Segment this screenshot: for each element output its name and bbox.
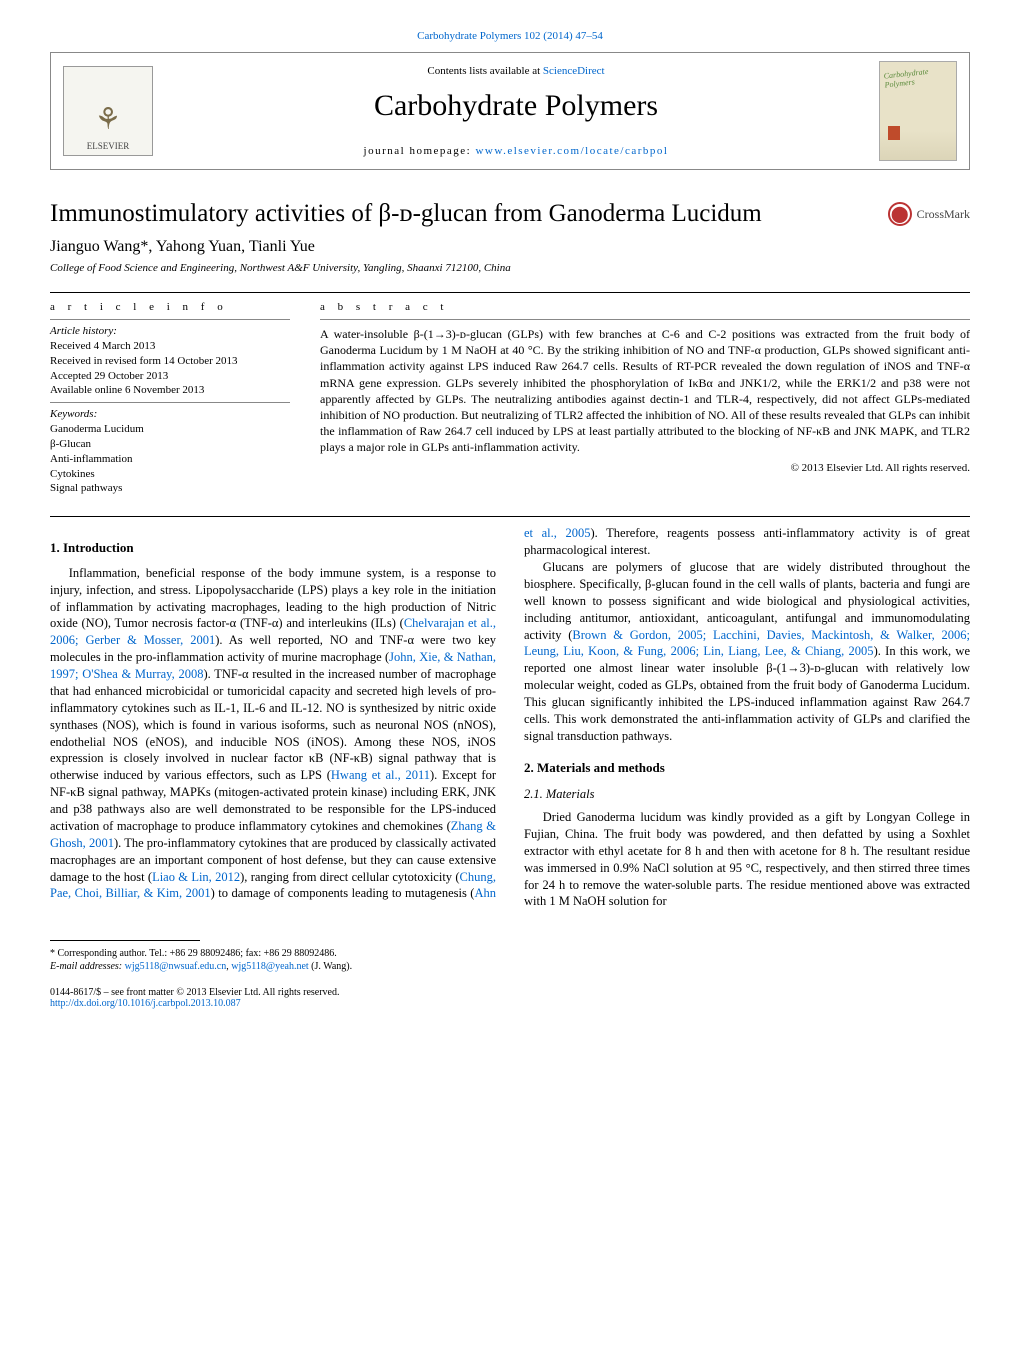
abstract: a b s t r a c t A water-insoluble β-(1→3… — [320, 301, 970, 496]
body-text: ranging from direct cellular cytotoxicit… — [251, 870, 460, 884]
divider — [50, 319, 290, 320]
citation-link[interactable]: Liao & Lin, 2012 — [152, 870, 240, 884]
journal-cover[interactable]: Carbohydrate Polymers — [879, 61, 957, 161]
article-info: a r t i c l e i n f o Article history: R… — [50, 301, 290, 496]
journal-header: ⚘ ELSEVIER Contents lists available at S… — [50, 52, 970, 170]
abstract-text: A water-insoluble β-(1→3)-ᴅ-glucan (GLPs… — [320, 326, 970, 456]
header-center: Contents lists available at ScienceDirec… — [153, 65, 879, 157]
homepage-line: journal homepage: www.elsevier.com/locat… — [153, 145, 879, 157]
tree-icon: ⚘ — [95, 105, 122, 135]
journal-name: Carbohydrate Polymers — [153, 89, 879, 123]
body-paragraph: Dried Ganoderma lucidum was kindly provi… — [524, 809, 970, 910]
body-text: ) to damage of components leading to mut… — [211, 886, 475, 900]
affiliation: College of Food Science and Engineering,… — [50, 262, 970, 274]
body-text: ). In this work, we reported one almost … — [524, 644, 970, 742]
keyword: Cytokines — [50, 467, 290, 482]
issn-line: 0144-8617/$ – see front matter © 2013 El… — [50, 987, 970, 998]
sciencedirect-link[interactable]: ScienceDirect — [543, 65, 605, 77]
footnote-divider — [50, 940, 200, 941]
divider — [50, 516, 970, 517]
history-item: Received 4 March 2013 — [50, 339, 290, 354]
corresponding-footnote: * Corresponding author. Tel.: +86 29 880… — [50, 947, 970, 973]
article-body: 1. Introduction Inflammation, beneficial… — [50, 525, 970, 910]
cover-title: Carbohydrate Polymers — [883, 64, 953, 89]
article-title: Immunostimulatory activities of β-ᴅ-gluc… — [50, 200, 762, 228]
elsevier-label: ELSEVIER — [87, 141, 130, 151]
history-label: Article history: — [50, 325, 117, 337]
info-label: a r t i c l e i n f o — [50, 301, 290, 313]
keyword: Signal pathways — [50, 481, 290, 496]
elsevier-logo[interactable]: ⚘ ELSEVIER — [63, 66, 153, 156]
abstract-copyright: © 2013 Elsevier Ltd. All rights reserved… — [320, 462, 970, 474]
email-label: E-mail addresses: — [50, 961, 125, 972]
divider — [320, 319, 970, 320]
contents-prefix: Contents lists available at — [427, 65, 542, 77]
abstract-label: a b s t r a c t — [320, 301, 970, 313]
crossmark-label: CrossMark — [917, 207, 970, 222]
body-text: ), — [240, 870, 247, 884]
cover-art-icon — [888, 126, 900, 140]
keyword: β-Glucan — [50, 437, 290, 452]
body-text: ). Therefore, reagents possess anti-infl… — [524, 526, 970, 557]
email-link[interactable]: wjg5118@nwsuaf.edu.cn — [125, 961, 227, 972]
history-item: Available online 6 November 2013 — [50, 383, 290, 398]
divider — [50, 292, 970, 293]
email-tail: (J. Wang). — [309, 961, 352, 972]
front-matter: 0144-8617/$ – see front matter © 2013 El… — [50, 987, 970, 1009]
keywords-label: Keywords: — [50, 408, 97, 420]
homepage-link[interactable]: www.elsevier.com/locate/carbpol — [475, 145, 668, 157]
homepage-prefix: journal homepage: — [364, 145, 476, 157]
authors: Jianguo Wang*, Yahong Yuan, Tianli Yue — [50, 238, 970, 256]
history-item: Received in revised form 14 October 2013 — [50, 354, 290, 369]
body-paragraph: Glucans are polymers of glucose that are… — [524, 559, 970, 745]
journal-citation[interactable]: Carbohydrate Polymers 102 (2014) 47–54 — [50, 30, 970, 42]
divider — [50, 402, 290, 403]
keyword: Anti-inflammation — [50, 452, 290, 467]
intro-heading: 1. Introduction — [50, 539, 496, 557]
authors-text: Jianguo Wang*, Yahong Yuan, Tianli Yue — [50, 238, 315, 255]
citation-link[interactable]: Hwang et al., 2011 — [331, 768, 430, 782]
doi-link[interactable]: http://dx.doi.org/10.1016/j.carbpol.2013… — [50, 998, 241, 1009]
crossmark-icon: ⬤ — [888, 202, 912, 226]
contents-line: Contents lists available at ScienceDirec… — [153, 65, 879, 77]
crossmark-badge[interactable]: ⬤ CrossMark — [888, 202, 970, 226]
mm-heading: 2. Materials and methods — [524, 759, 970, 777]
email-link[interactable]: wjg5118@yeah.net — [231, 961, 308, 972]
keyword: Ganoderma Lucidum — [50, 422, 290, 437]
corresponding-text: * Corresponding author. Tel.: +86 29 880… — [50, 947, 970, 960]
materials-heading: 2.1. Materials — [524, 786, 970, 803]
body-text: ). TNF-α resulted in the increased numbe… — [50, 667, 496, 782]
history-item: Accepted 29 October 2013 — [50, 369, 290, 384]
